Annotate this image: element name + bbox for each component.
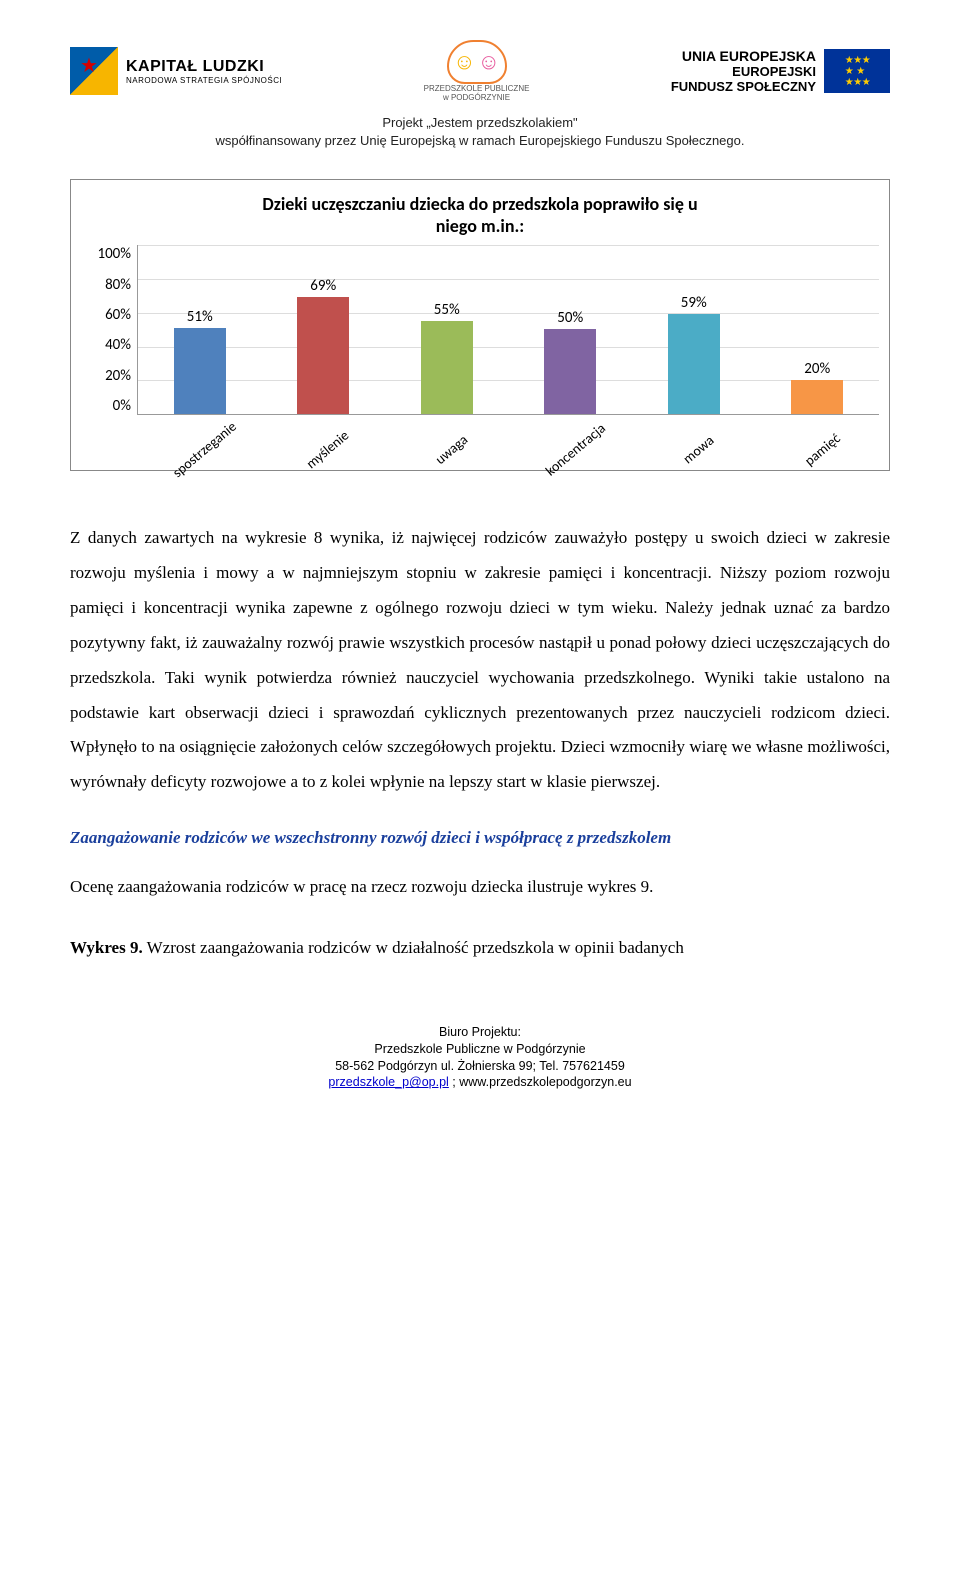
kl-subtitle: NARODOWA STRATEGIA SPÓJNOŚCI <box>126 76 282 85</box>
center-logo: ☺☺ PRZEDSZKOLE PUBLICZNE w PODGÓRZYNIE <box>424 40 530 102</box>
eu-flag-icon: ★ ★ ★★ ★★ ★ ★ <box>824 49 890 93</box>
wykres-rest: Wzrost zaangażowania rodziców w działaln… <box>143 938 684 957</box>
eu-sub: EUROPEJSKI <box>732 64 816 79</box>
x-label: mowa <box>663 418 735 482</box>
bar-wrap: 20% <box>777 360 857 414</box>
bar-wrap: 55% <box>407 301 487 415</box>
y-tick: 60% <box>81 306 131 324</box>
x-axis: spostrzeganiemyślenieuwagakoncentracjamo… <box>137 443 879 460</box>
wykres-9-caption: Wykres 9. Wzrost zaangażowania rodziców … <box>70 932 890 964</box>
kids-icon: ☺☺ <box>447 40 507 84</box>
bar <box>791 380 843 414</box>
kl-emblem-icon <box>70 47 118 95</box>
footer-line3: 58-562 Podgórzyn ul. Żołnierska 99; Tel.… <box>335 1059 625 1073</box>
y-axis: 100% 80% 60% 40% 20% 0% <box>81 245 137 415</box>
bar-wrap: 51% <box>160 308 240 415</box>
bar <box>668 314 720 414</box>
x-label: uwaga <box>415 418 487 482</box>
eu-title: UNIA EUROPEJSKA <box>682 48 816 64</box>
kapital-ludzki-logo: KAPITAŁ LUDZKI NARODOWA STRATEGIA SPÓJNO… <box>70 47 282 95</box>
x-label: koncentracja <box>539 418 611 482</box>
y-tick: 80% <box>81 276 131 294</box>
footer-line1: Biuro Projektu: <box>439 1025 521 1039</box>
y-tick: 20% <box>81 367 131 385</box>
y-tick: 40% <box>81 336 131 354</box>
kl-title: KAPITAŁ LUDZKI <box>126 58 282 76</box>
body-paragraph-1: Z danych zawartych na wykresie 8 wynika,… <box>70 521 890 800</box>
section-heading: Zaangażowanie rodziców we wszechstronny … <box>70 824 890 851</box>
footer: Biuro Projektu: Przedszkole Publiczne w … <box>70 1024 890 1092</box>
bar-wrap: 59% <box>654 294 734 414</box>
header-logos: KAPITAŁ LUDZKI NARODOWA STRATEGIA SPÓJNO… <box>70 40 890 102</box>
bar-chart: Dzieki uczęszczaniu dziecka do przedszko… <box>70 179 890 471</box>
x-label: spostrzeganie <box>168 418 240 482</box>
bar-wrap: 69% <box>283 277 363 414</box>
footer-sep: ; <box>449 1075 459 1089</box>
bar <box>174 328 226 415</box>
center-line2: w PODGÓRZYNIE <box>443 93 510 102</box>
bar-wrap: 50% <box>530 309 610 414</box>
bar-value-label: 59% <box>681 294 707 312</box>
bar-value-label: 50% <box>557 309 583 327</box>
eu-sub2: FUNDUSZ SPOŁECZNY <box>671 79 816 94</box>
bar-value-label: 69% <box>310 277 336 295</box>
footer-url: www.przedszkolepodgorzyn.eu <box>459 1075 631 1089</box>
project-caption: Projekt „Jestem przedszkolakiem" współfi… <box>70 114 890 149</box>
project-line2: współfinansowany przez Unię Europejską w… <box>216 133 745 148</box>
bar <box>421 321 473 415</box>
chart-title: Dzieki uczęszczaniu dziecka do przedszko… <box>81 194 879 237</box>
eu-logo: UNIA EUROPEJSKA EUROPEJSKI FUNDUSZ SPOŁE… <box>671 48 890 94</box>
bar-value-label: 51% <box>187 308 213 326</box>
y-tick: 0% <box>81 397 131 415</box>
bar <box>544 329 596 414</box>
center-line1: PRZEDSZKOLE PUBLICZNE <box>424 84 530 93</box>
body-paragraph-2: Ocenę zaangażowania rodziców w pracę na … <box>70 871 890 903</box>
project-line1: Projekt „Jestem przedszkolakiem" <box>382 115 577 130</box>
bar <box>297 297 349 414</box>
y-tick: 100% <box>81 245 131 263</box>
footer-email-link[interactable]: przedszkole_p@op.pl <box>328 1075 448 1089</box>
wykres-bold: Wykres 9. <box>70 938 143 957</box>
plot-area: 51% 69% 55% 50% 59% 20% <box>137 245 879 415</box>
bar-value-label: 55% <box>434 301 460 319</box>
bar-value-label: 20% <box>804 360 830 378</box>
footer-line2: Przedszkole Publiczne w Podgórzynie <box>374 1042 585 1056</box>
x-label: pamięć <box>786 418 858 482</box>
x-label: myślenie <box>292 418 364 482</box>
